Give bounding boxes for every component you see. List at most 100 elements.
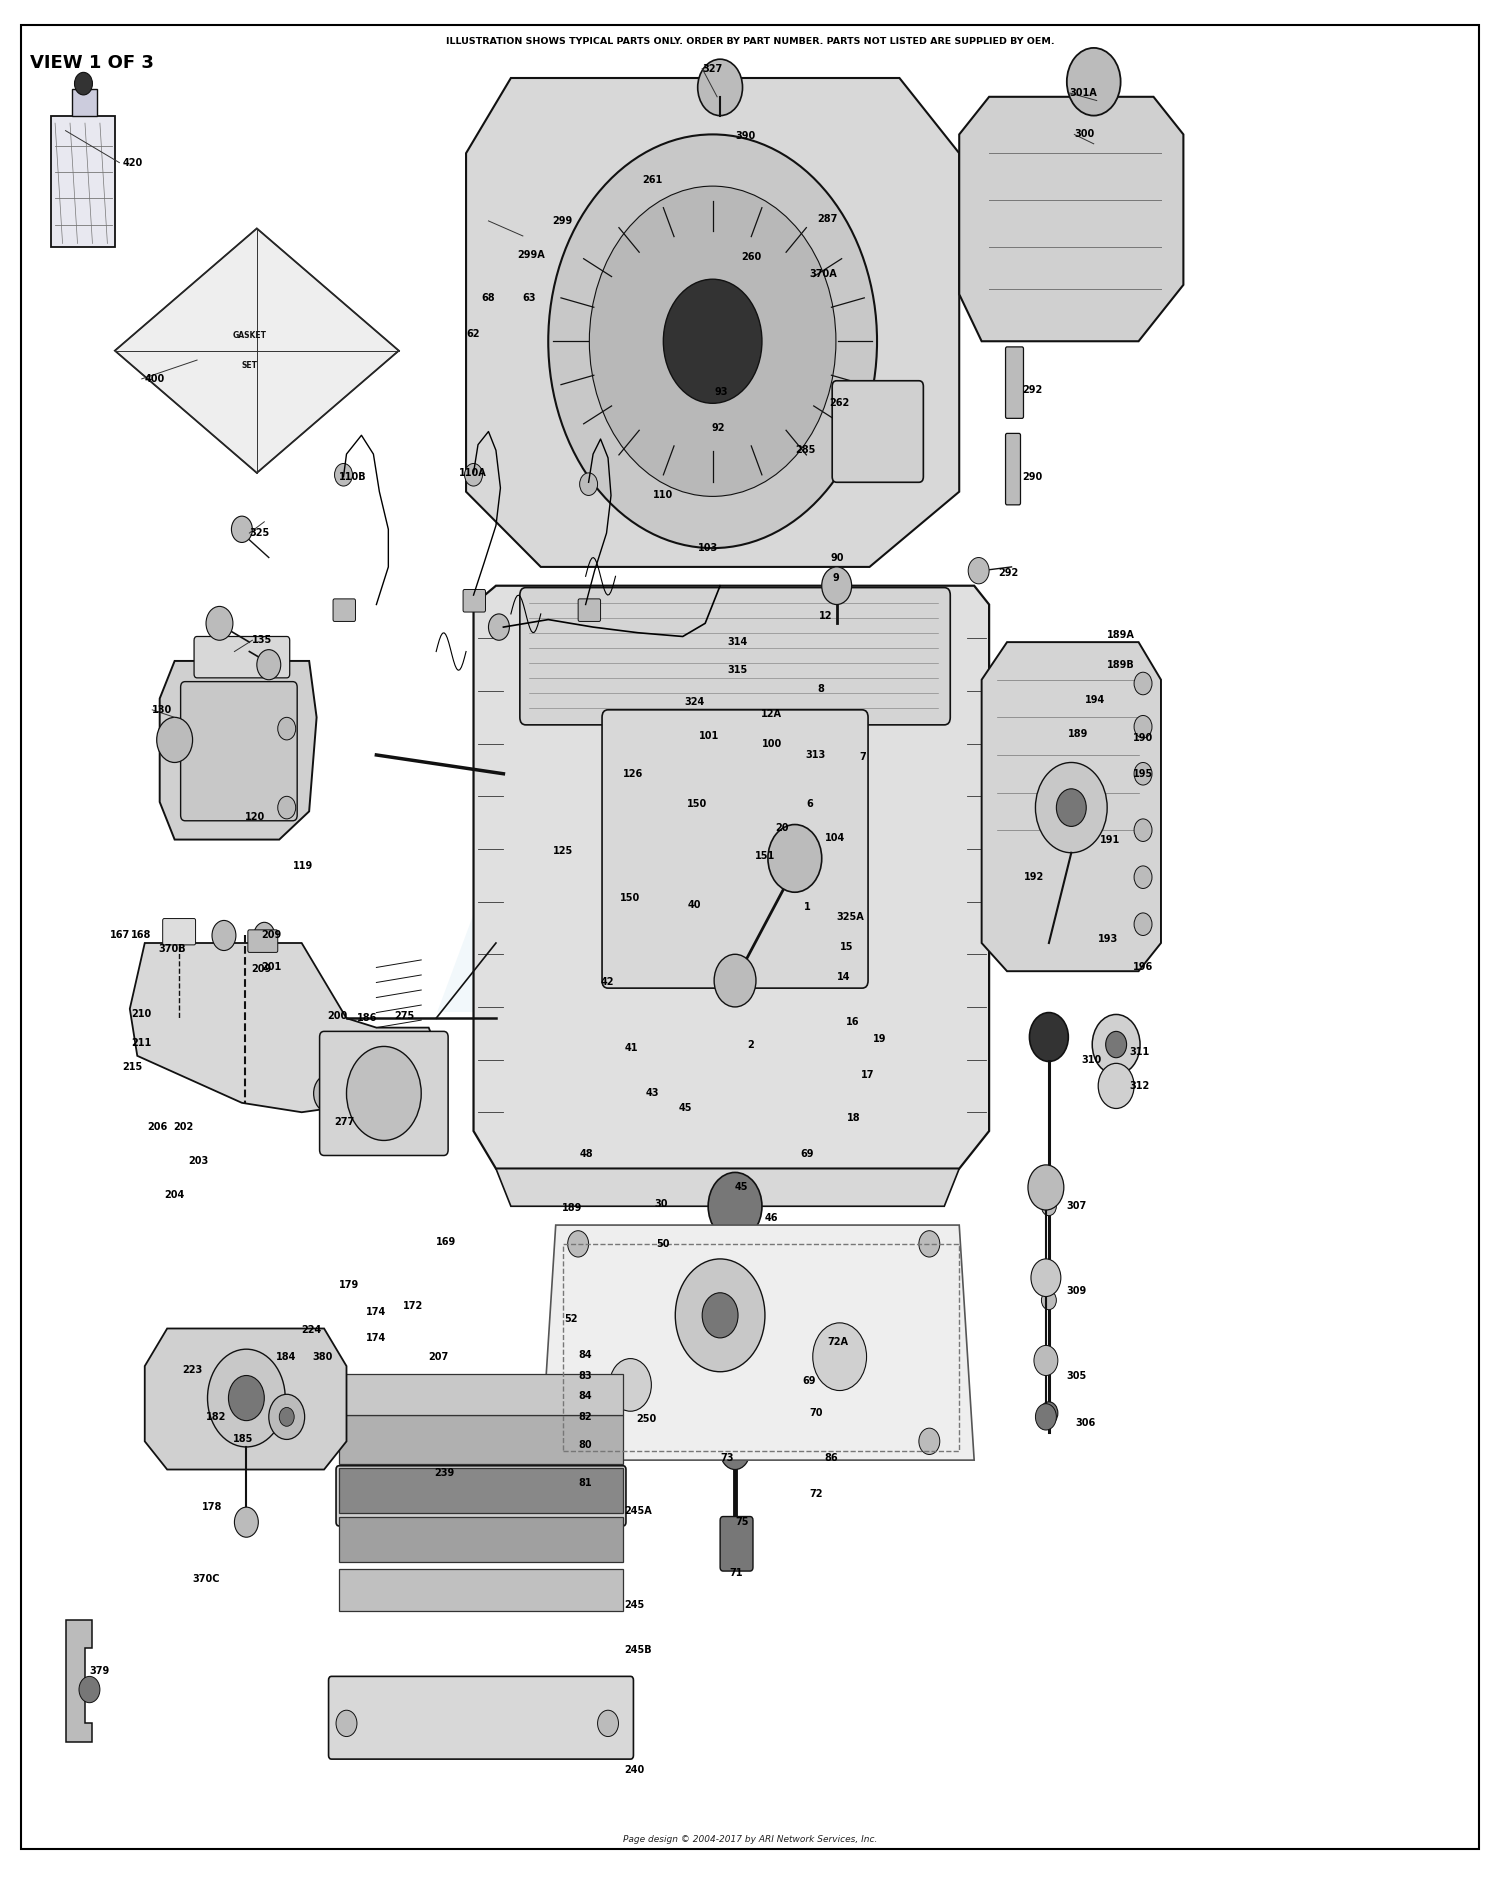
Bar	[339, 1569, 622, 1611]
Text: 92: 92	[711, 422, 724, 432]
Text: 86: 86	[825, 1454, 839, 1464]
Circle shape	[813, 1322, 867, 1390]
Text: 420: 420	[123, 158, 142, 168]
Text: 194: 194	[1084, 696, 1106, 705]
Circle shape	[720, 1431, 750, 1469]
Text: 215: 215	[123, 1062, 142, 1071]
Text: 125: 125	[552, 845, 573, 856]
Text: 261: 261	[642, 175, 663, 185]
Text: 260: 260	[741, 251, 762, 262]
FancyBboxPatch shape	[248, 930, 278, 952]
Text: 40: 40	[687, 900, 700, 911]
Circle shape	[698, 58, 742, 115]
Text: 12: 12	[819, 611, 833, 620]
Text: 201: 201	[261, 962, 282, 973]
Text: VIEW 1 OF 3: VIEW 1 OF 3	[30, 53, 153, 72]
Circle shape	[714, 954, 756, 1007]
FancyBboxPatch shape	[336, 1465, 626, 1526]
Circle shape	[314, 1075, 344, 1113]
Circle shape	[1134, 866, 1152, 888]
Text: 168: 168	[132, 930, 152, 941]
Text: GASKET: GASKET	[232, 332, 267, 339]
Text: 305: 305	[1066, 1371, 1088, 1381]
Circle shape	[254, 922, 274, 949]
Polygon shape	[159, 660, 316, 839]
Circle shape	[1098, 1064, 1134, 1109]
Text: 324: 324	[684, 698, 705, 707]
Text: 240: 240	[624, 1765, 645, 1775]
Circle shape	[1029, 1013, 1068, 1062]
Text: 46: 46	[765, 1213, 778, 1222]
Text: 186: 186	[357, 1013, 378, 1024]
FancyBboxPatch shape	[464, 590, 486, 613]
Text: 71: 71	[729, 1567, 742, 1579]
Circle shape	[1041, 1290, 1056, 1309]
Bar	[339, 1414, 622, 1464]
Text: 73: 73	[720, 1454, 734, 1464]
Circle shape	[1035, 762, 1107, 852]
Text: 390: 390	[735, 132, 756, 141]
Circle shape	[231, 517, 252, 543]
Text: 311: 311	[1130, 1047, 1150, 1056]
Circle shape	[75, 72, 93, 94]
Circle shape	[268, 1394, 304, 1439]
Circle shape	[920, 1428, 940, 1454]
Circle shape	[211, 920, 236, 951]
Text: 202: 202	[172, 1122, 194, 1132]
Text: 300: 300	[1074, 130, 1095, 140]
Text: 204: 204	[164, 1190, 184, 1199]
Text: 45: 45	[678, 1103, 692, 1113]
Text: 292: 292	[1022, 385, 1042, 396]
Text: 314: 314	[728, 637, 748, 647]
FancyBboxPatch shape	[833, 381, 924, 483]
Text: 370A: 370A	[810, 268, 837, 279]
Text: 327: 327	[702, 64, 723, 74]
Text: 307: 307	[1066, 1201, 1088, 1211]
Circle shape	[465, 464, 483, 487]
Text: ARI: ARI	[435, 822, 915, 1064]
Text: 189: 189	[1068, 730, 1089, 739]
Text: 315: 315	[728, 666, 748, 675]
Text: 42: 42	[600, 977, 613, 988]
Text: 69: 69	[801, 1149, 814, 1158]
Text: 190: 190	[1132, 734, 1154, 743]
Text: 191: 191	[1100, 835, 1120, 845]
Text: 52: 52	[564, 1315, 578, 1324]
Polygon shape	[981, 641, 1161, 971]
Circle shape	[1134, 671, 1152, 694]
Circle shape	[712, 1254, 758, 1309]
Text: 72A: 72A	[828, 1337, 849, 1347]
Circle shape	[278, 717, 296, 739]
Text: 275: 275	[394, 1011, 414, 1022]
Circle shape	[567, 1232, 588, 1258]
Text: 75: 75	[735, 1516, 748, 1528]
Bar	[339, 1467, 622, 1513]
Circle shape	[822, 568, 852, 605]
Text: 184: 184	[276, 1352, 297, 1362]
Text: 119: 119	[292, 860, 314, 871]
Text: 16: 16	[846, 1017, 859, 1028]
Text: 189A: 189A	[1107, 630, 1136, 639]
Circle shape	[156, 717, 192, 762]
Text: 72: 72	[810, 1488, 824, 1499]
Text: 245A: 245A	[624, 1505, 652, 1516]
Text: 100: 100	[762, 739, 782, 749]
FancyBboxPatch shape	[320, 1032, 448, 1156]
Circle shape	[663, 279, 762, 404]
Text: 301A: 301A	[1070, 89, 1098, 98]
Circle shape	[1056, 788, 1086, 826]
Text: 277: 277	[334, 1117, 356, 1126]
Text: ILLUSTRATION SHOWS TYPICAL PARTS ONLY. ORDER BY PART NUMBER. PARTS NOT LISTED AR: ILLUSTRATION SHOWS TYPICAL PARTS ONLY. O…	[446, 36, 1054, 45]
FancyBboxPatch shape	[1005, 434, 1020, 505]
Circle shape	[579, 473, 597, 496]
Circle shape	[920, 1232, 940, 1258]
Text: 150: 150	[687, 800, 708, 809]
Text: 290: 290	[1022, 472, 1042, 481]
Circle shape	[1134, 913, 1152, 935]
Text: SET: SET	[242, 362, 258, 370]
Text: 195: 195	[1132, 769, 1154, 779]
Text: 30: 30	[654, 1199, 668, 1209]
Text: 130: 130	[152, 705, 172, 715]
Text: 192: 192	[1023, 871, 1044, 883]
Text: 68: 68	[482, 292, 495, 304]
